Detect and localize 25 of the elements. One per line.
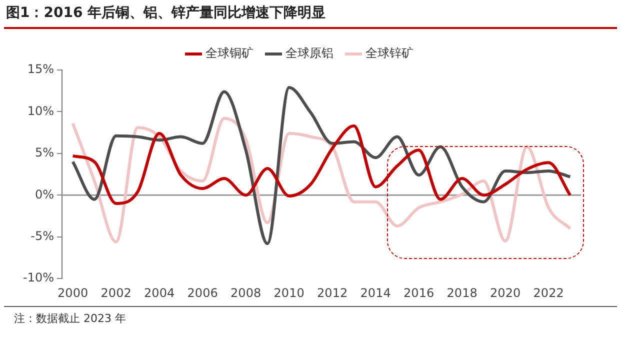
x-tick-label: 2014 [360, 286, 391, 300]
legend-label: 全球铜矿 [206, 46, 254, 60]
x-tick-label: 2022 [533, 286, 564, 300]
x-tick-label: 2012 [317, 286, 348, 300]
x-tick-label: 2006 [187, 286, 218, 300]
y-tick-label: -5% [30, 229, 54, 244]
y-tick-label: 10% [27, 104, 54, 118]
x-tick-label: 2018 [446, 286, 478, 300]
x-tick-label: 2000 [58, 286, 88, 300]
x-tick-label: 2010 [274, 286, 304, 300]
x-tick-label: 2016 [404, 286, 434, 300]
y-tick-label: -10% [22, 270, 54, 285]
legend-label: 全球原铝 [286, 46, 334, 60]
x-tick-label: 2004 [144, 286, 175, 300]
x-tick-label: 2002 [100, 286, 132, 300]
x-tick-label: 2008 [230, 286, 262, 300]
x-tick-label: 2020 [490, 286, 521, 300]
text: 注：数据截止 2023 年 [14, 312, 126, 326]
line-series [71, 86, 572, 246]
y-tick-label: 15% [27, 62, 54, 76]
legend-label: 全球锌矿 [366, 46, 414, 60]
line-series [71, 124, 572, 206]
chart-title: 图1：2016 年后铜、铝、锌产量同比增速下降明显 [6, 4, 326, 22]
y-tick-label: 0% [34, 187, 54, 202]
y-tick-label: 5% [34, 146, 54, 160]
